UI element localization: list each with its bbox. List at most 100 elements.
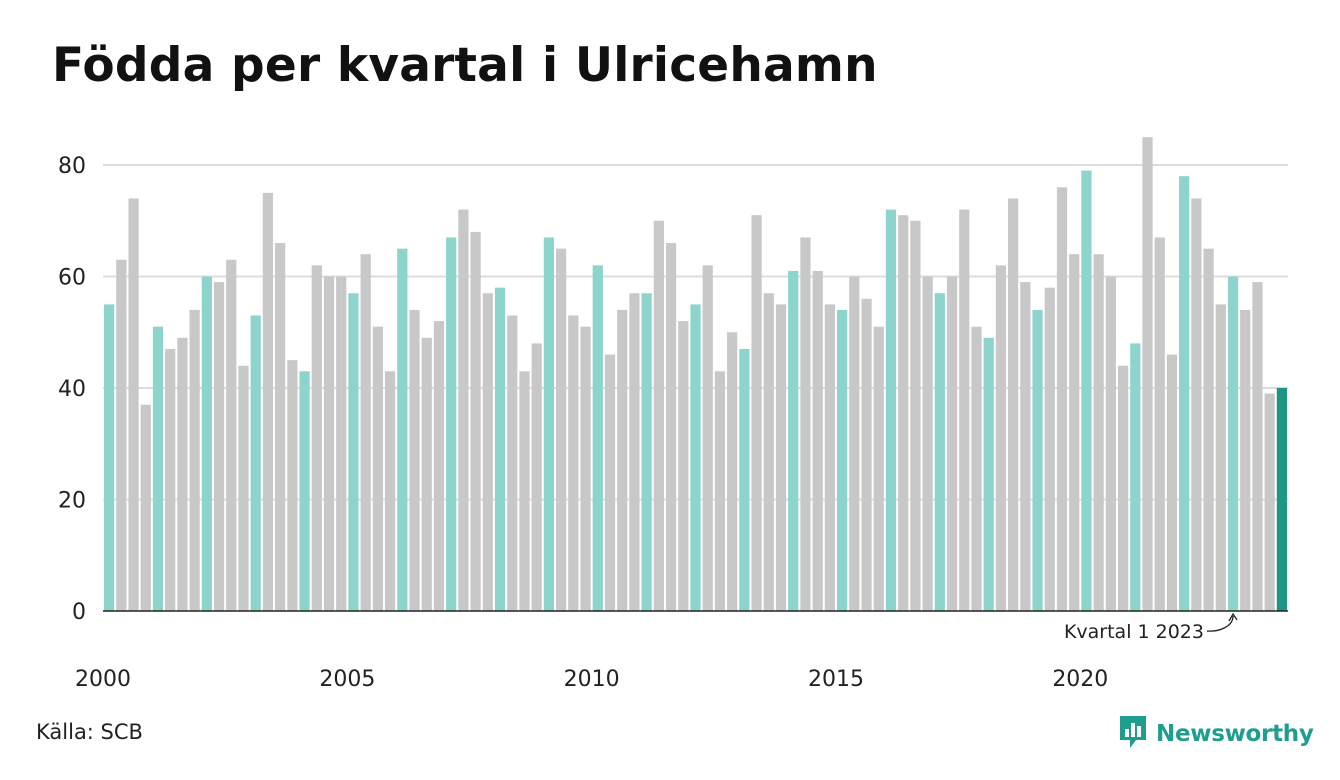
bar <box>140 404 151 612</box>
bar <box>1044 287 1055 611</box>
bar <box>1203 248 1214 612</box>
bar <box>116 259 127 611</box>
bar <box>336 276 347 611</box>
bar <box>372 326 383 611</box>
bar <box>983 337 994 611</box>
bar <box>1240 309 1251 611</box>
bar <box>861 298 872 611</box>
bar <box>519 371 530 611</box>
x-tick-label: 2010 <box>564 667 620 692</box>
bar <box>641 293 652 611</box>
bar <box>775 304 787 612</box>
bar <box>275 243 286 612</box>
bar <box>1179 176 1190 611</box>
bar <box>458 209 469 611</box>
bar <box>1081 170 1092 611</box>
bar <box>580 326 591 611</box>
bar <box>1130 343 1141 611</box>
bar <box>665 243 677 612</box>
bar <box>238 365 249 611</box>
bar <box>348 293 359 611</box>
bar <box>421 337 432 611</box>
bar <box>751 215 762 611</box>
annotation: Kvartal 1 2023 <box>1064 612 1238 643</box>
bar <box>531 343 542 611</box>
bar <box>1215 304 1226 612</box>
y-axis: 0 20 40 60 80 <box>58 154 86 625</box>
bar <box>1264 393 1275 611</box>
bar <box>702 265 713 611</box>
bar <box>898 215 909 611</box>
bar <box>922 276 933 611</box>
bar <box>446 237 457 611</box>
bar <box>873 326 884 611</box>
bar <box>1142 137 1153 612</box>
bar <box>812 270 823 611</box>
bar <box>946 276 958 611</box>
bar <box>910 220 921 611</box>
bar <box>836 309 848 611</box>
bar <box>678 321 689 611</box>
bar <box>165 348 176 611</box>
annotation-arrowhead <box>1228 612 1238 622</box>
bar <box>360 254 371 611</box>
bar <box>763 293 774 611</box>
bars <box>103 137 1288 612</box>
bar <box>604 354 616 611</box>
newsworthy-logo: Newsworthy <box>1118 714 1314 754</box>
bar <box>1020 282 1031 611</box>
bar <box>690 304 701 612</box>
bar <box>1032 309 1043 611</box>
y-tick-label: 60 <box>58 266 86 291</box>
bar-chart: 0 20 40 60 80 2000 2005 2010 2015 2020 Kvartal 1… <box>58 137 1288 692</box>
x-axis: 2000 2005 2010 2015 2020 <box>75 667 1108 692</box>
bar <box>494 287 506 611</box>
bar <box>128 198 139 611</box>
bar <box>714 371 726 611</box>
bar <box>201 276 212 611</box>
bar <box>1276 388 1287 611</box>
x-tick-label: 2000 <box>75 667 131 692</box>
bar <box>311 265 322 611</box>
bar <box>629 293 640 611</box>
bar <box>507 315 518 611</box>
bar <box>226 259 237 611</box>
annotation-label: Kvartal 1 2023 <box>1064 621 1204 643</box>
bar <box>482 293 493 611</box>
bar <box>568 315 579 611</box>
bar <box>543 237 555 611</box>
bar <box>177 337 188 611</box>
x-tick-label: 2015 <box>808 667 864 692</box>
y-tick-label: 20 <box>58 489 86 514</box>
chart-bubble-icon <box>1118 714 1148 754</box>
bar <box>433 321 445 611</box>
bar <box>1154 237 1165 611</box>
bar <box>189 309 200 611</box>
bar <box>653 220 664 611</box>
annotation-arrow <box>1206 615 1234 632</box>
source-label: Källa: SCB <box>36 720 143 744</box>
bar <box>885 209 897 611</box>
bar <box>971 326 982 611</box>
bar <box>1056 187 1068 612</box>
bar <box>959 209 970 611</box>
bar <box>849 276 860 611</box>
chart-title: Födda per kvartal i Ulricehamn <box>52 38 878 93</box>
bar <box>556 248 567 612</box>
bar <box>1191 198 1202 611</box>
bar <box>1227 276 1239 611</box>
x-tick-label: 2020 <box>1052 667 1108 692</box>
bar <box>1117 365 1129 611</box>
logo-text: Newsworthy <box>1156 721 1314 747</box>
bar <box>262 192 274 612</box>
bar <box>824 304 835 612</box>
bar <box>104 304 115 612</box>
bar <box>250 315 261 611</box>
bar <box>409 309 420 611</box>
x-tick-label: 2005 <box>319 667 375 692</box>
y-tick-label: 80 <box>58 154 86 179</box>
bar <box>1105 276 1116 611</box>
bar <box>287 360 298 612</box>
y-tick-label: 0 <box>72 600 86 625</box>
bar <box>1069 254 1080 611</box>
